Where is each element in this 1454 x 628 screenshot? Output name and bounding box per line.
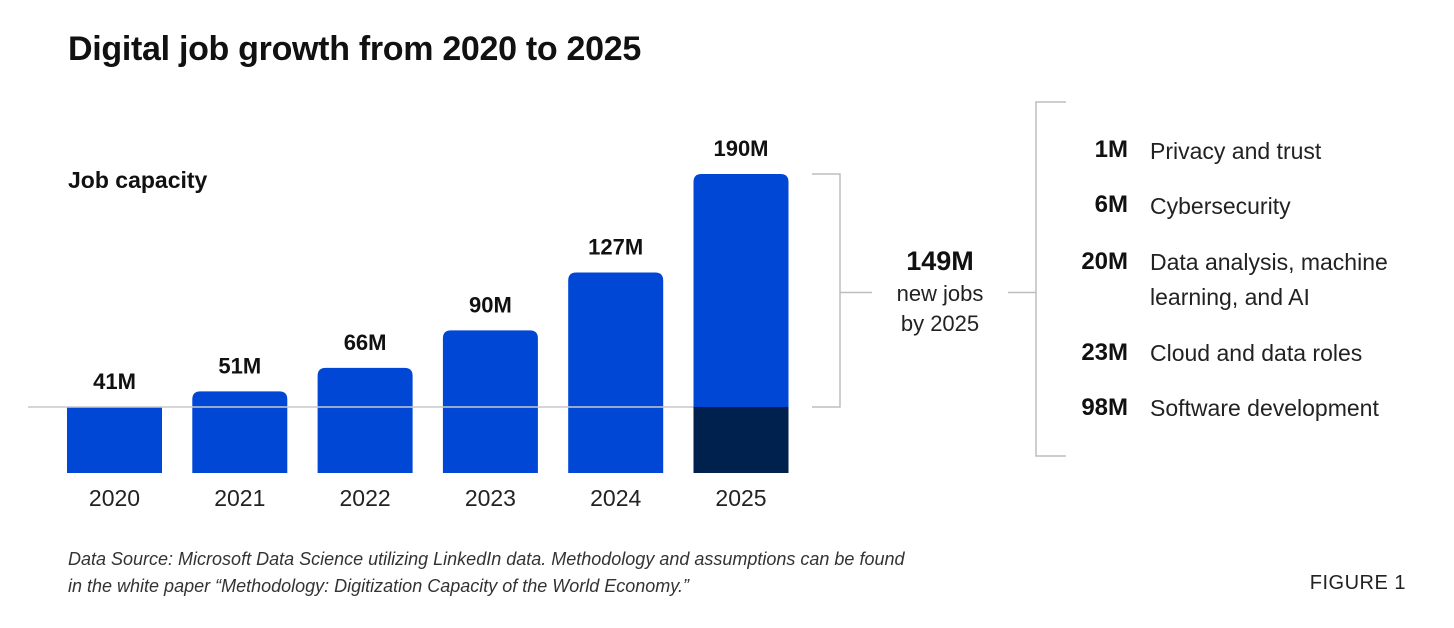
x-tick-label-2024: 2024 bbox=[590, 485, 641, 511]
breakdown-value: 6M bbox=[1094, 191, 1128, 218]
breakdown-value: 23M bbox=[1081, 339, 1128, 366]
data-label-2025: 190M bbox=[713, 136, 768, 161]
growth-bracket bbox=[812, 173, 841, 408]
breakdown-value: 20M bbox=[1081, 248, 1128, 275]
breakdown-label: Software development bbox=[1150, 395, 1379, 421]
breakdown-label: Data analysis, machine bbox=[1150, 249, 1388, 275]
bar-2023 bbox=[442, 330, 538, 473]
chart-title: Digital job growth from 2020 to 2025 bbox=[68, 30, 641, 68]
bar-2020 bbox=[67, 407, 162, 473]
breakdown-value: 98M bbox=[1081, 394, 1128, 421]
x-tick-label-2025: 2025 bbox=[715, 485, 766, 511]
new-jobs-total: 149M bbox=[906, 246, 974, 276]
x-tick-label-2022: 2022 bbox=[340, 485, 391, 511]
data-label-2020: 41M bbox=[93, 369, 136, 394]
bar-2025 bbox=[693, 174, 789, 473]
y-axis-label: Job capacity bbox=[68, 167, 208, 193]
breakdown-label-continued: learning, and AI bbox=[1150, 284, 1310, 310]
data-label-2024: 127M bbox=[588, 235, 643, 260]
bar-2021 bbox=[192, 391, 288, 473]
figure-label: FIGURE 1 bbox=[1309, 572, 1406, 594]
data-label-2022: 66M bbox=[344, 330, 387, 355]
breakdown-bracket bbox=[1035, 101, 1066, 457]
bar-2022 bbox=[317, 367, 413, 473]
new-jobs-caption-line1: new jobs bbox=[896, 281, 984, 306]
x-tick-label-2020: 2020 bbox=[89, 485, 140, 511]
data-source-note: Data Source: Microsoft Data Science util… bbox=[68, 549, 905, 596]
breakdown-label: Privacy and trust bbox=[1150, 138, 1322, 164]
x-tick-label-2021: 2021 bbox=[214, 485, 265, 511]
new-jobs-caption-line2: by 2025 bbox=[900, 311, 980, 336]
data-label-2023: 90M bbox=[469, 292, 512, 317]
bar-2024 bbox=[568, 272, 664, 473]
data-label-2021: 51M bbox=[218, 353, 261, 378]
bar-2025-baseline-portion bbox=[693, 407, 789, 473]
breakdown-value: 1M bbox=[1094, 136, 1128, 163]
breakdown-label: Cloud and data roles bbox=[1150, 340, 1363, 366]
x-tick-label-2023: 2023 bbox=[465, 485, 516, 511]
breakdown-label: Cybersecurity bbox=[1150, 193, 1291, 219]
